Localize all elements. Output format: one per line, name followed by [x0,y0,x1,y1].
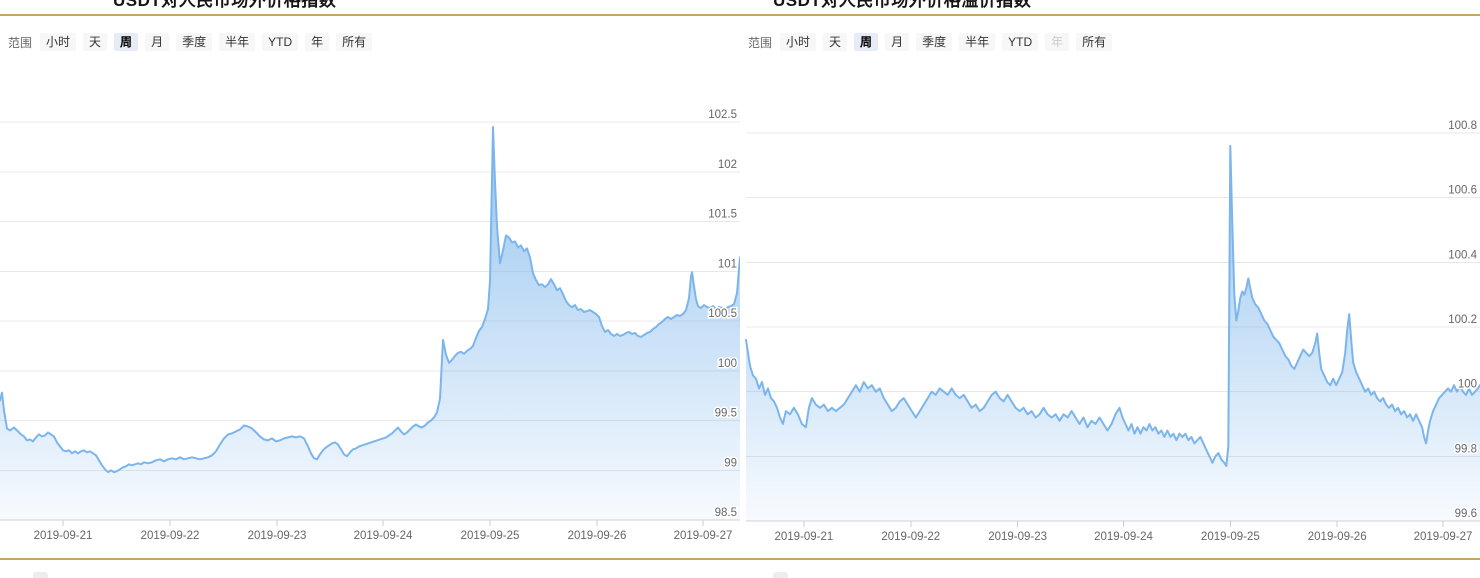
svg-text:2019-09-26: 2019-09-26 [568,530,627,542]
svg-text:2019-09-24: 2019-09-24 [354,530,413,542]
range-button-季度[interactable]: 季度 [916,33,953,51]
svg-text:2019-09-24: 2019-09-24 [1094,531,1153,543]
svg-text:102: 102 [718,159,737,171]
svg-text:2019-09-23: 2019-09-23 [988,531,1047,543]
cut-off-element-left [33,572,48,578]
svg-text:99.5: 99.5 [715,408,737,420]
range-button-周[interactable]: 周 [114,33,139,51]
svg-text:100.8: 100.8 [1448,120,1477,132]
svg-text:2019-09-22: 2019-09-22 [881,531,940,543]
bottom-gold-divider [0,558,1480,560]
range-button-年[interactable]: 年 [305,33,330,51]
cut-off-element-right [773,572,788,578]
svg-text:100.5: 100.5 [708,308,737,320]
page-title: USDT对人民币场外价格溢价指数 [773,0,1032,10]
svg-text:2019-09-27: 2019-09-27 [674,530,733,542]
range-selector-right: 范围 小时天周月季度 半年 YTD 年所有 [748,33,1113,51]
range-button-年: 年 [1045,33,1070,51]
range-button-所有[interactable]: 所有 [336,33,373,51]
page-title: USDT对人民币场外价格指数 [113,0,337,10]
left-chart-panel: USDT对人民币场外价格指数 范围 小时天周月季度 半年 YTD 年所有 102.5 1… [0,0,740,578]
left-chart-title-clipped: USDT对人民币场外价格指数 [113,0,336,10]
svg-text:2019-09-22: 2019-09-22 [141,530,200,542]
range-button-半年[interactable]: 半年 [959,33,996,51]
svg-text:2019-09-25: 2019-09-25 [1201,531,1260,543]
range-button-月[interactable]: 月 [145,33,170,51]
svg-text:102.5: 102.5 [708,109,737,121]
svg-text:101.5: 101.5 [708,209,737,221]
svg-text:100: 100 [1458,379,1477,391]
range-selector-label: 范围 [748,35,773,50]
svg-text:100: 100 [718,358,737,370]
left-area-chart[interactable]: 102.5 102 101.5 101 100.5 100 99.5 99 98.5 2019-0… [0,0,740,578]
right-chart-title-clipped: USDT对人民币场外价格溢价指数 [773,0,1031,10]
range-selector-label: 范围 [8,35,33,50]
range-button-周[interactable]: 周 [854,33,879,51]
svg-text:99: 99 [724,457,737,469]
svg-text:99.6: 99.6 [1455,508,1477,520]
range-button-天[interactable]: 天 [823,33,848,51]
range-button-月[interactable]: 月 [885,33,910,51]
range-buttons-right: 小时天周月季度 半年 YTD 年所有 [780,33,1113,51]
range-button-半年[interactable]: 半年 [219,33,256,51]
svg-text:2019-09-26: 2019-09-26 [1308,531,1367,543]
svg-text:2019-09-27: 2019-09-27 [1414,531,1473,543]
top-gold-divider [0,14,1480,16]
right-area-chart[interactable]: 100.8 100.6 100.4 100.2 100 99.8 99.6 2019-09-2… [740,0,1480,578]
svg-text:99.8: 99.8 [1455,443,1477,455]
range-button-所有[interactable]: 所有 [1076,33,1113,51]
range-button-天[interactable]: 天 [83,33,108,51]
range-button-YTD[interactable]: YTD [1002,33,1039,51]
svg-text:2019-09-21: 2019-09-21 [34,530,93,542]
svg-text:100.6: 100.6 [1448,185,1477,197]
svg-text:100.4: 100.4 [1448,249,1477,261]
right-chart-panel: USDT对人民币场外价格溢价指数 范围 小时天周月季度 半年 YTD 年所有 100.… [740,0,1480,578]
range-buttons-left: 小时天周月季度 半年 YTD 年所有 [40,33,373,51]
svg-text:100.2: 100.2 [1448,314,1477,326]
range-button-季度[interactable]: 季度 [176,33,213,51]
svg-text:101: 101 [718,258,737,270]
svg-text:98.5: 98.5 [715,507,737,519]
svg-text:2019-09-23: 2019-09-23 [248,530,307,542]
range-button-YTD[interactable]: YTD [262,33,299,51]
svg-text:2019-09-21: 2019-09-21 [775,531,834,543]
svg-text:2019-09-25: 2019-09-25 [461,530,520,542]
range-button-小时[interactable]: 小时 [780,33,817,51]
range-button-小时[interactable]: 小时 [40,33,77,51]
range-selector-left: 范围 小时天周月季度 半年 YTD 年所有 [8,33,373,51]
